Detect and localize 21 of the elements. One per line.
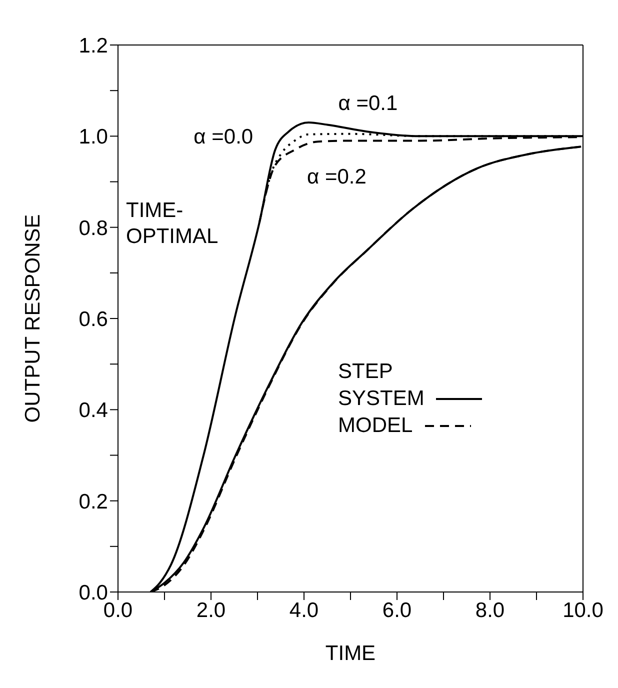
annotation: α =0.0 — [194, 126, 254, 149]
x-axis-title: TIME — [325, 642, 376, 665]
annotation: α =0.2 — [306, 165, 366, 188]
y-tick-label: 0.4 — [78, 399, 108, 422]
annotation: α =0.1 — [338, 92, 398, 115]
y-tick-label: 1.2 — [78, 34, 108, 58]
legend-label: MODEL — [338, 413, 413, 439]
y-tick-label: 1.0 — [78, 126, 108, 149]
y-axis-title: OUTPUT RESPONSE — [21, 214, 44, 423]
y-tick-label: 0.6 — [78, 308, 108, 331]
legend-title: STEP — [338, 359, 394, 385]
legend-label: SYSTEM — [338, 386, 424, 412]
x-tick-label: 2.0 — [196, 598, 226, 622]
x-tick-label: 8.0 — [475, 598, 505, 622]
annotation: TIME- OPTIMAL — [126, 198, 218, 250]
x-tick-label: 10.0 — [562, 598, 604, 622]
x-tick-label: 6.0 — [382, 598, 412, 622]
x-tick-label: 4.0 — [289, 598, 319, 622]
y-tick-label: 0.8 — [78, 216, 108, 240]
y-tick-label: 0.2 — [78, 490, 108, 514]
x-tick-label: 0.0 — [103, 598, 133, 622]
